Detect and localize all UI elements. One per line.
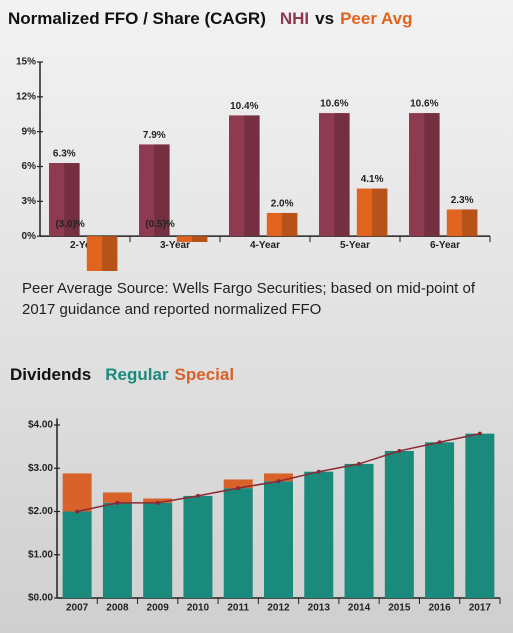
bar-segment [264,481,293,598]
bar [356,188,388,237]
y-tick-label: 0% [22,231,37,242]
y-tick-label: 12% [16,91,36,102]
bar-shade [372,188,388,237]
x-tick-label: 5-Year [340,240,370,251]
bar-segment [102,502,132,598]
bar [229,115,260,237]
bar-segment [102,492,132,503]
y-tick-label: $0.00 [28,593,53,604]
legend-separator: vs [315,9,334,28]
value-label: (0.5)% [145,219,175,230]
x-tick-label: 2013 [308,603,331,614]
x-tick-label: 2008 [106,603,129,614]
trend-point [236,486,241,491]
bar-segment [344,463,374,598]
bar [266,212,298,237]
trend-point [276,479,281,484]
bar-segment [143,502,173,598]
bar [49,163,80,237]
x-tick-label: 2010 [187,603,210,614]
trend-point [357,461,362,466]
value-label: 6.3% [53,149,76,160]
bar-segment [143,498,173,503]
bar-segment [223,488,253,598]
bar-shade [462,209,478,237]
bar [319,113,350,237]
trend-point [75,509,80,514]
bar-segment [223,479,253,489]
x-tick-label: 3-Year [160,240,190,251]
bar-shade [192,236,208,242]
trend-point [115,500,120,505]
legend-entry: Special [175,365,235,384]
y-tick-label: $1.00 [28,549,53,560]
bar-segment [384,450,414,598]
chart-title: Dividends Regular Special [10,365,234,384]
bar-segment [465,433,495,598]
legend-entry: Regular [105,365,169,384]
bar-shade [154,144,170,237]
bar-shade [282,212,298,237]
x-tick-label: 2015 [388,603,411,614]
value-label: 7.9% [143,130,166,141]
bar [446,209,478,237]
y-tick-label: $2.00 [28,506,53,517]
value-label: 2.0% [271,199,294,210]
bar-segment [264,473,293,482]
x-tick-label: 2017 [469,603,492,614]
value-label: 10.6% [320,99,348,110]
bar-shade [334,113,350,237]
trend-point [316,469,321,474]
source-note: Peer Average Source: Wells Fargo Securit… [22,280,476,318]
x-tick-label: 6-Year [430,240,460,251]
bar-segment [183,495,213,598]
x-tick-label: 2014 [348,603,371,614]
bar [139,144,170,237]
trend-point [155,500,160,505]
x-tick-label: 2012 [267,603,290,614]
bar [409,113,440,237]
x-tick-label: 2007 [66,603,89,614]
bar-segment [62,511,92,598]
chart-title: Normalized FFO / Share (CAGR) NHI vs Peer A… [8,9,413,28]
y-tick-label: 9% [22,126,37,137]
trend-point [195,493,200,498]
trend-point [397,448,402,453]
value-label: 10.6% [410,99,438,110]
bar [86,236,118,271]
value-label: 2.3% [451,195,474,206]
y-tick-label: 3% [22,196,37,207]
y-tick-label: 6% [22,161,37,172]
x-tick-label: 2016 [428,603,451,614]
title-text: Normalized FFO / Share (CAGR) [8,9,266,28]
value-label: 10.4% [230,101,258,112]
value-label: (3.0)% [55,219,85,230]
bar-shade [244,115,260,237]
bar-shade [424,113,440,237]
bar-shade [102,236,118,271]
bar-segment [304,471,334,598]
x-tick-label: 2011 [227,603,249,614]
y-tick-label: $4.00 [28,420,53,431]
bar-segment [425,442,455,598]
y-tick-label: 15% [16,57,36,68]
bar-shade [64,163,80,237]
bar [176,236,208,242]
legend-entry: Peer Avg [340,9,412,28]
x-tick-label: 2009 [147,603,170,614]
trend-point [477,431,482,436]
title-text: Dividends [10,365,91,384]
value-label: 4.1% [361,174,384,185]
y-tick-label: $3.00 [28,463,53,474]
legend-entry: NHI [280,9,309,28]
x-tick-label: 2-Year [70,240,100,251]
bar-segment [62,473,92,512]
x-tick-label: 4-Year [250,240,280,251]
trend-point [437,440,442,445]
